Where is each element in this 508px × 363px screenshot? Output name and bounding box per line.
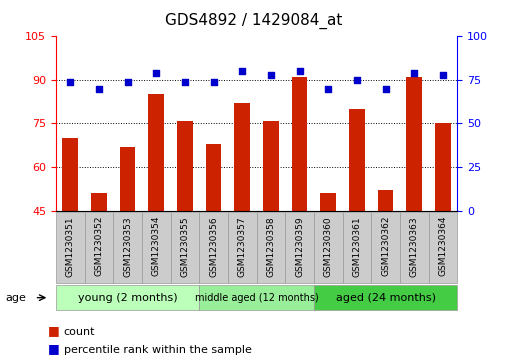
Text: middle aged (12 months): middle aged (12 months) xyxy=(195,293,319,303)
Point xyxy=(123,79,132,85)
Bar xyxy=(400,212,429,283)
Text: ■: ■ xyxy=(48,342,60,355)
Point xyxy=(296,68,304,74)
Bar xyxy=(228,212,257,283)
Text: age: age xyxy=(5,293,26,303)
Text: percentile rank within the sample: percentile rank within the sample xyxy=(64,345,251,355)
Text: GSM1230354: GSM1230354 xyxy=(152,216,161,276)
Bar xyxy=(435,123,451,341)
Text: count: count xyxy=(64,327,95,337)
Text: GSM1230359: GSM1230359 xyxy=(295,216,304,277)
Bar xyxy=(314,285,457,310)
Bar xyxy=(62,138,78,341)
Point xyxy=(66,79,74,85)
Bar xyxy=(342,212,371,283)
Bar xyxy=(206,144,221,341)
Text: aged (24 months): aged (24 months) xyxy=(336,293,435,303)
Point xyxy=(152,70,160,76)
Text: young (2 months): young (2 months) xyxy=(78,293,177,303)
Bar xyxy=(120,147,136,341)
Text: GSM1230360: GSM1230360 xyxy=(324,216,333,277)
Bar xyxy=(371,212,400,283)
Text: GSM1230364: GSM1230364 xyxy=(438,216,448,276)
Bar xyxy=(142,212,171,283)
Bar xyxy=(199,212,228,283)
Bar xyxy=(263,121,279,341)
Text: GSM1230352: GSM1230352 xyxy=(94,216,104,276)
Point xyxy=(410,70,418,76)
Bar xyxy=(285,212,314,283)
Bar xyxy=(84,212,113,283)
Bar xyxy=(56,212,84,283)
Text: GSM1230357: GSM1230357 xyxy=(238,216,247,277)
Text: GSM1230362: GSM1230362 xyxy=(381,216,390,276)
Bar xyxy=(377,190,393,341)
Text: GSM1230353: GSM1230353 xyxy=(123,216,132,277)
Bar xyxy=(429,212,457,283)
Text: GDS4892 / 1429084_at: GDS4892 / 1429084_at xyxy=(165,13,343,29)
Bar xyxy=(171,212,199,283)
Text: GSM1230363: GSM1230363 xyxy=(409,216,419,277)
Point xyxy=(181,79,189,85)
Bar xyxy=(91,193,107,341)
Point xyxy=(95,86,103,91)
Point xyxy=(353,77,361,83)
Bar xyxy=(349,109,365,341)
Text: GSM1230361: GSM1230361 xyxy=(353,216,361,277)
Point xyxy=(267,72,275,78)
Bar xyxy=(199,285,314,310)
Text: GSM1230356: GSM1230356 xyxy=(209,216,218,277)
Bar xyxy=(234,103,250,341)
Bar xyxy=(314,212,342,283)
Text: GSM1230355: GSM1230355 xyxy=(180,216,189,277)
Point xyxy=(382,86,390,91)
Bar xyxy=(321,193,336,341)
Point xyxy=(209,79,217,85)
Text: GSM1230358: GSM1230358 xyxy=(266,216,275,277)
Bar xyxy=(177,121,193,341)
Bar xyxy=(56,285,199,310)
Point xyxy=(324,86,332,91)
Bar xyxy=(257,212,285,283)
Point xyxy=(238,68,246,74)
Point xyxy=(439,72,447,78)
Text: ■: ■ xyxy=(48,324,60,337)
Bar xyxy=(113,212,142,283)
Bar xyxy=(148,94,164,341)
Text: GSM1230351: GSM1230351 xyxy=(66,216,75,277)
Bar xyxy=(292,77,307,341)
Bar xyxy=(406,77,422,341)
